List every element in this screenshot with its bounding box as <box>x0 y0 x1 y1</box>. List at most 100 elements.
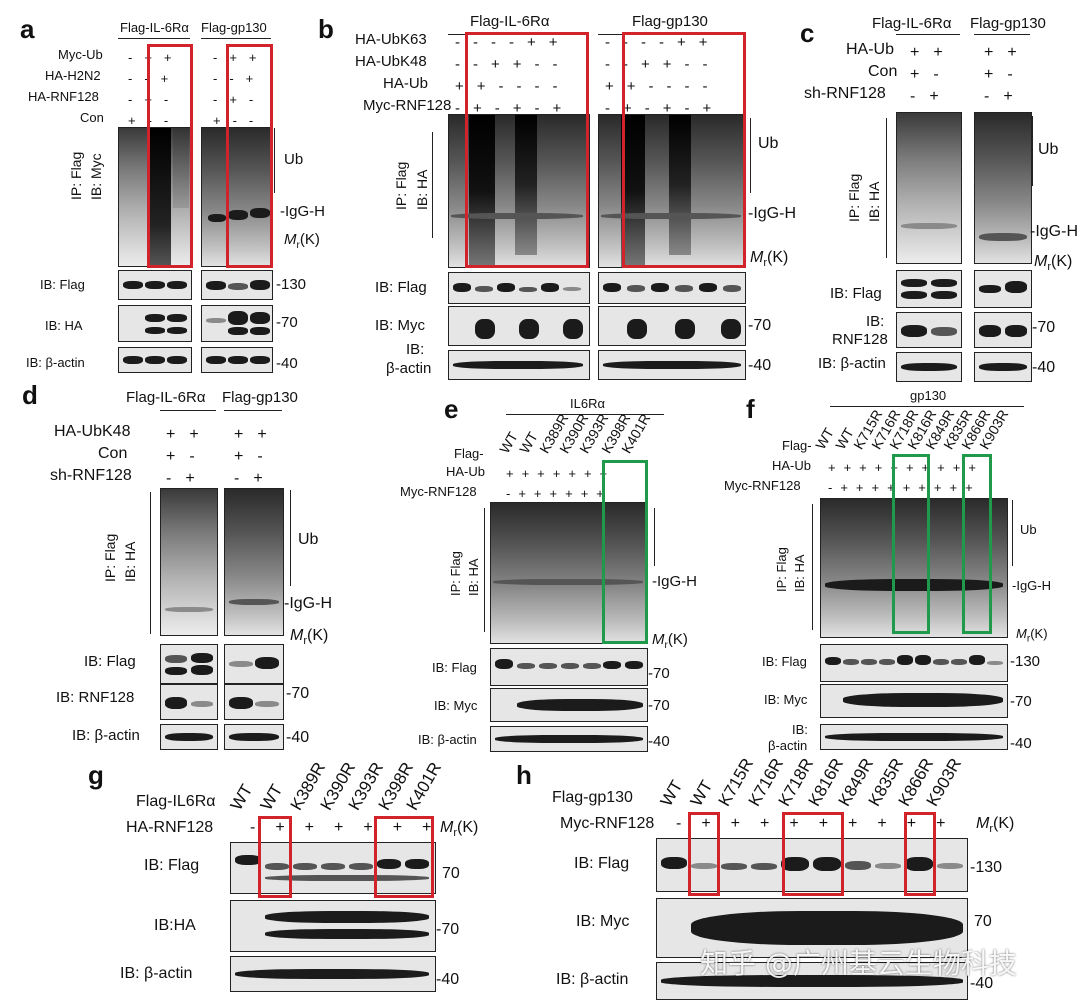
c-row-sh: sh-RNF128 <box>804 85 886 102</box>
e-lane-1: WT <box>496 429 521 456</box>
g-signs: -++++++ <box>250 819 452 836</box>
a-flag-blot-left <box>118 270 192 300</box>
g-ha: HA-RNF128 <box>126 819 214 836</box>
a-row-ha-h2n2: HA-H2N2 <box>45 68 101 83</box>
h-lane-1: WT <box>656 777 687 810</box>
d-rnf-blot-left <box>160 684 218 720</box>
d-actin-blot-left <box>160 724 218 750</box>
c-ib-label: IB: HA <box>866 181 882 222</box>
h-mr: Mr(K) <box>976 815 1015 836</box>
b-row-ub: HA-Ub <box>383 75 429 92</box>
f-m70: -70 <box>1010 693 1032 710</box>
e-ib-myc: IB: Myc <box>434 698 478 713</box>
f-actin-blot <box>820 724 1008 750</box>
a-ib-flag: IB: Flag <box>40 277 85 292</box>
b-flag-gp130: Flag-gp130 <box>632 13 708 30</box>
c-flag-il6ra: Flag-IL-6Rα <box>872 15 952 32</box>
h-actin-blot <box>656 962 968 1000</box>
panel-label-b: b <box>318 14 334 44</box>
g-m70b: -70 <box>436 921 460 938</box>
g-ib-flag: IB: Flag <box>144 857 200 874</box>
e-flag-label: Flag- <box>454 446 484 461</box>
d-actin-blot-right <box>224 724 284 750</box>
c-rnf-blot-left <box>896 312 962 348</box>
b-myc-blot-right <box>598 306 746 346</box>
a-igg: -IgG-H <box>280 203 325 220</box>
d-m40: -40 <box>286 729 310 746</box>
f-green-box-2 <box>962 454 992 634</box>
c-signs-right: ++ +- -+ <box>984 44 1031 105</box>
c-m40: -40 <box>1032 359 1056 376</box>
f-group: gp130 <box>910 388 947 403</box>
c-ip-blot-left <box>896 112 962 264</box>
b-ub: Ub <box>758 135 779 152</box>
h-myc-blot <box>656 898 968 958</box>
b-signs-left: ----++ --++-- ++---- -+-+-+ <box>455 34 575 117</box>
panel-label-d: d <box>22 380 38 410</box>
watermark: 知乎 @广州基云生物科技 <box>700 947 1017 980</box>
c-signs-left: ++ +- -+ <box>910 44 957 105</box>
h-red-box-3 <box>904 812 936 896</box>
h-ib-actin: IB: β-actin <box>556 971 629 988</box>
d-ip-blot-left <box>160 488 218 636</box>
panel-label-f: f <box>746 394 755 424</box>
h-signs: -+++++++++ <box>676 815 966 832</box>
g-red-box-2 <box>374 816 434 898</box>
h-flag: Flag-gp130 <box>552 789 633 806</box>
a-ib-label: IB: Myc <box>88 153 104 200</box>
a-mr: Mr(K) <box>284 231 320 252</box>
d-ib-actin: IB: β-actin <box>72 727 140 744</box>
b-flag-blot-right <box>598 272 746 304</box>
g-red-box-1 <box>258 816 292 898</box>
h-lane-2: WT <box>686 777 717 810</box>
g-ha-blot <box>230 900 436 952</box>
h-ib-myc: IB: Myc <box>576 913 630 930</box>
b-ib-myc: IB: Myc <box>375 317 426 334</box>
c-ib-rnf-2: RNF128 <box>832 331 888 348</box>
e-ip-blot <box>490 502 648 644</box>
b-myc-blot-left <box>448 306 590 346</box>
c-flag-blot-left <box>896 270 962 308</box>
a-ha-blot-right <box>201 305 273 342</box>
c-row-ha-ub: HA-Ub <box>846 41 895 58</box>
c-igg: -IgG-H <box>1030 223 1078 240</box>
f-ib-label: IB: HA <box>792 554 807 592</box>
b-ib-label: IB: HA <box>414 169 430 210</box>
c-mr: Mr(K) <box>1034 253 1073 274</box>
b-ib-actin-2: β-actin <box>386 360 432 377</box>
a-actin-blot-left <box>118 347 192 373</box>
f-lane-1: WT <box>812 425 837 452</box>
a-flag-il6ra: Flag-IL-6Rα <box>120 20 189 35</box>
c-actin-blot-left <box>896 352 962 382</box>
a-m130: -130 <box>276 276 307 293</box>
e-mr: Mr(K) <box>652 631 688 652</box>
a-red-box-right <box>226 44 273 268</box>
e-signs: +++++++ -++++++ <box>506 466 616 501</box>
f-ib-actin-1: IB: <box>792 722 808 737</box>
d-ip-label: IP: Flag <box>102 533 118 582</box>
f-m130: -130 <box>1010 653 1041 670</box>
h-red-box-1 <box>688 812 720 896</box>
b-flag-blot-left <box>448 272 590 304</box>
b-row-k63: HA-UbK63 <box>355 31 427 48</box>
e-flag-blot <box>490 648 648 686</box>
a-red-box-left <box>147 44 193 268</box>
h-m70: 70 <box>974 913 992 930</box>
e-igg: -IgG-H <box>652 573 697 590</box>
d-flag-il6ra: Flag-IL-6Rα <box>126 389 206 406</box>
g-m40: -40 <box>436 971 460 988</box>
g-ib-actin: IB: β-actin <box>120 965 193 982</box>
b-flag-il6ra: Flag-IL-6Rα <box>470 13 550 30</box>
panel-label-g: g <box>88 760 104 790</box>
c-flag-blot-right <box>974 270 1032 308</box>
d-flag-blot-right <box>224 644 284 684</box>
a-flag-blot-right <box>201 270 273 300</box>
f-myc: Myc-RNF128 <box>724 478 801 493</box>
b-actin-blot-right <box>598 350 746 380</box>
f-flag-label: Flag- <box>782 438 812 453</box>
b-actin-blot-left <box>448 350 590 380</box>
c-ip-label: IP: Flag <box>846 173 862 222</box>
f-ip-label: IP: Flag <box>774 547 789 592</box>
c-actin-blot-right <box>974 352 1032 382</box>
c-ip-blot-right <box>974 112 1032 264</box>
